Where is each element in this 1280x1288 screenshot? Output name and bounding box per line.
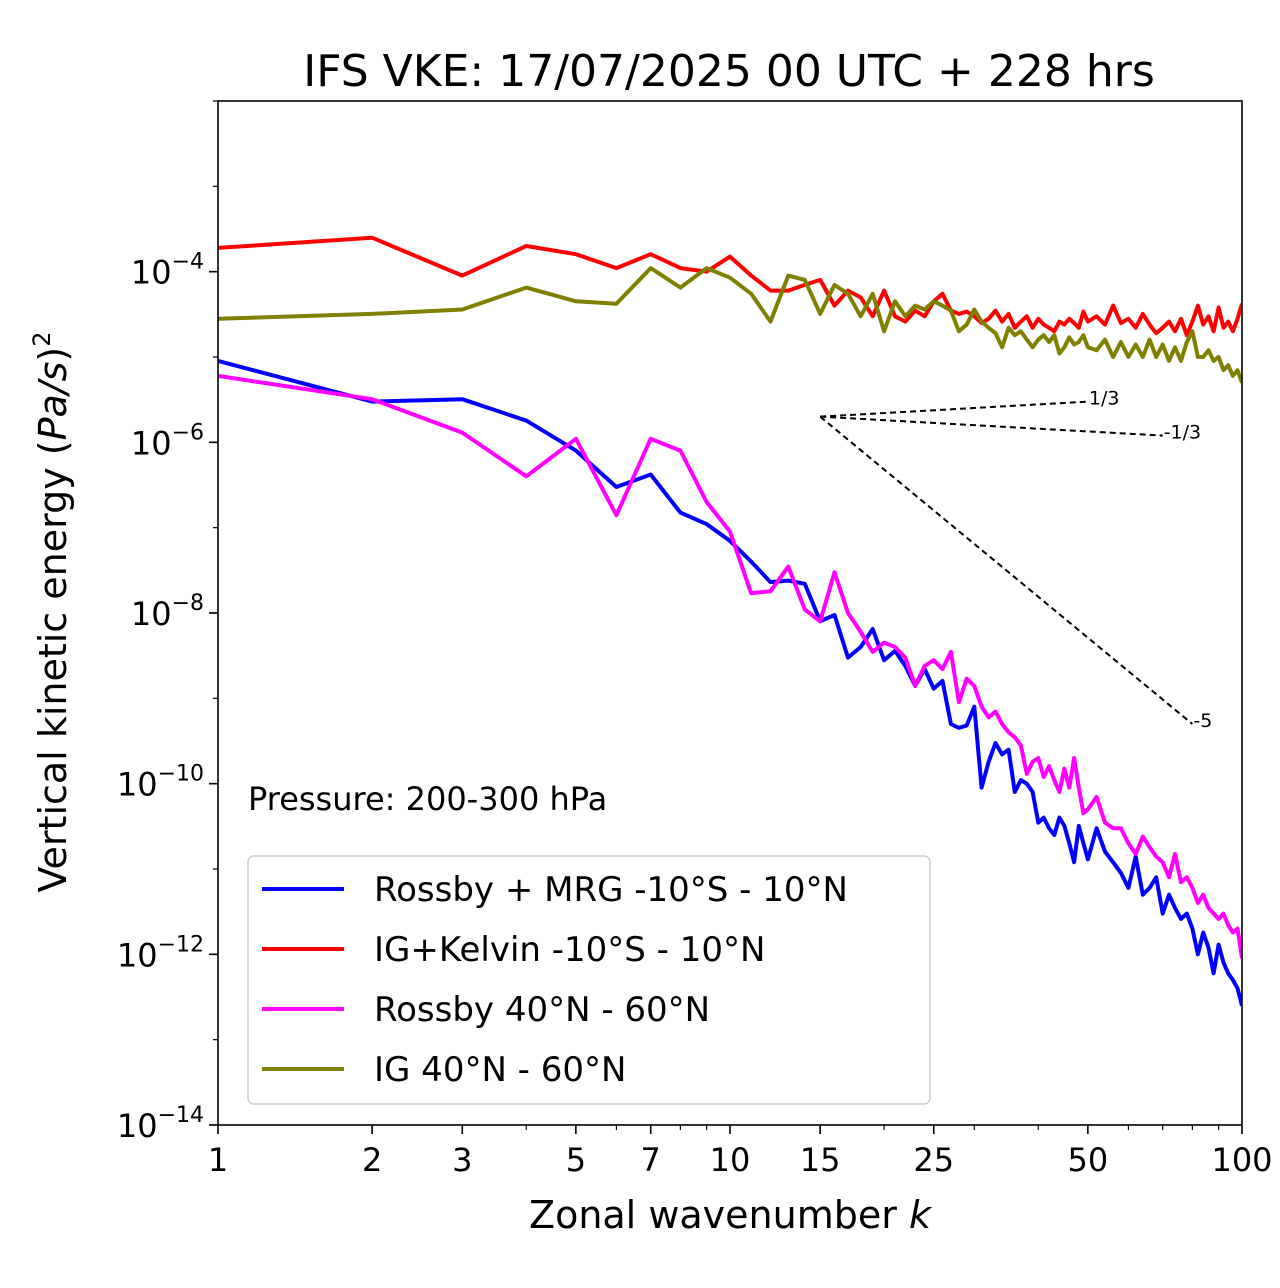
reference-slope-line-3 — [819, 415, 1194, 725]
y-tick-label: 10−6 — [131, 420, 204, 462]
legend-label-4: IG 40°N - 60°N — [374, 1050, 626, 1090]
x-tick-label: 1 — [208, 1141, 228, 1179]
y-tick-base: 10 — [131, 254, 172, 292]
y-axis-label: Vertical kinetic energy (Pa/s)2 — [28, 331, 75, 892]
legend-label-3: Rossby 40°N - 60°N — [374, 990, 710, 1030]
legend-label-1: Rossby + MRG -10°S - 10°N — [374, 870, 848, 910]
y-tick-label: 10−10 — [117, 762, 204, 804]
y-tick-base: 10 — [117, 766, 158, 804]
y-axis-label-close: ) — [31, 347, 75, 362]
y-tick-exponent: −14 — [158, 1103, 204, 1128]
x-tick-label: 100 — [1211, 1141, 1272, 1179]
series-layer — [218, 235, 1242, 1007]
x-tick-label: 10 — [710, 1141, 751, 1179]
y-tick-exponent: −10 — [158, 762, 204, 787]
legend-box — [247, 855, 931, 1105]
y-tick-base: 10 — [131, 424, 172, 462]
reference-slope-line-1 — [820, 400, 1088, 418]
y-tick-label: 10−8 — [131, 591, 204, 633]
legend: Rossby + MRG -10°S - 10°N IG+Kelvin -10°S… — [247, 855, 931, 1105]
y-tick-label: 10−4 — [131, 250, 204, 292]
y-tick-label: 10−12 — [117, 932, 204, 974]
legend-label-2: IG+Kelvin -10°S - 10°N — [374, 930, 765, 970]
reference-slope-line-2 — [820, 415, 1163, 437]
x-axis-label-variable: k — [909, 1193, 933, 1237]
x-tick-label: 15 — [800, 1141, 841, 1179]
y-tick-exponent: −8 — [172, 591, 204, 616]
y-axis-label-variable: Pa/s — [31, 362, 75, 441]
x-tick-label: 2 — [362, 1141, 382, 1179]
x-axis-label-text: Zonal wavenumber — [529, 1193, 909, 1237]
x-axis-label: Zonal wavenumber k — [529, 1193, 933, 1237]
x-tick-label: 50 — [1068, 1141, 1109, 1179]
x-tick-label: 3 — [452, 1141, 472, 1179]
y-axis-label-text: Vertical kinetic energy ( — [31, 440, 75, 892]
y-tick-base: 10 — [117, 1107, 158, 1145]
series-line-4 — [218, 266, 1242, 384]
y-tick-base: 10 — [117, 936, 158, 974]
series-line-2 — [218, 235, 1242, 338]
reference-slope-label-1: 1/3 — [1089, 388, 1120, 410]
y-tick-exponent: −4 — [172, 250, 204, 275]
x-tick-label: 25 — [913, 1141, 954, 1179]
y-tick-exponent: −12 — [158, 932, 204, 957]
series-line-3 — [218, 373, 1242, 959]
legend-items: Rossby + MRG -10°S - 10°N IG+Kelvin -10°S… — [262, 870, 848, 1090]
x-tick-label: 7 — [641, 1141, 661, 1179]
reference-slope-label-3: -5 — [1193, 710, 1212, 732]
reference-slope-label-2: -1/3 — [1164, 422, 1201, 444]
chart-title: IFS VKE: 17/07/2025 00 UTC + 228 hrs — [303, 46, 1155, 97]
y-tick-label: 10−14 — [117, 1103, 204, 1145]
y-tick-base: 10 — [131, 595, 172, 633]
reference-slopes: 1/3 -1/3 -5 — [819, 388, 1212, 732]
x-axis-ticks: 1 2 3 5 7 10 15 25 50 100 — [208, 1125, 1273, 1179]
x-tick-label: 5 — [566, 1141, 586, 1179]
pressure-annotation: Pressure: 200-300 hPa — [248, 780, 607, 818]
y-tick-exponent: −6 — [172, 420, 204, 445]
y-axis-label-exponent: 2 — [28, 331, 56, 346]
